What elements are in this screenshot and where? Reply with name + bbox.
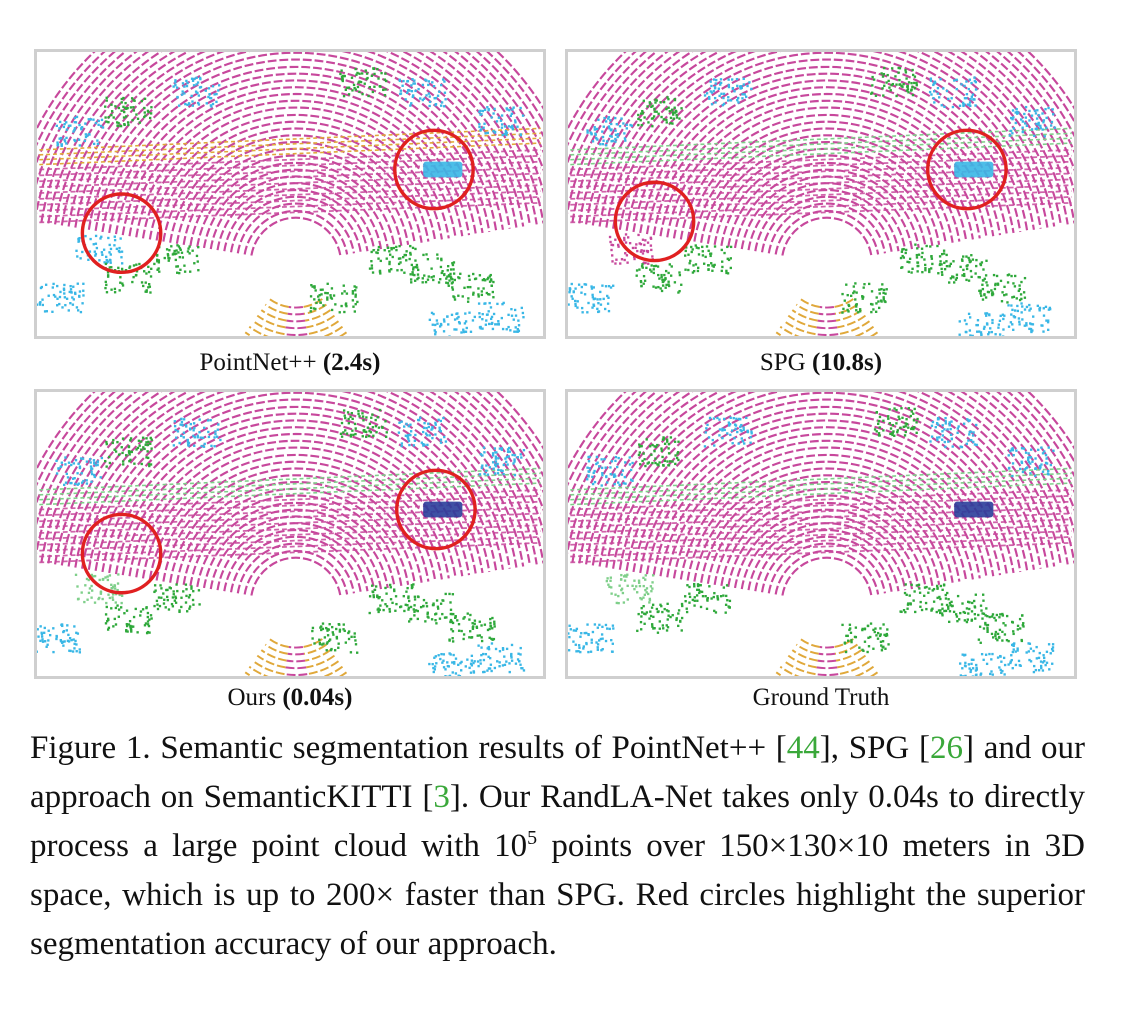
citation-semantickitti[interactable]: [3]	[422, 779, 461, 815]
figure-caption: Figure 1. Semantic segmentation results …	[30, 724, 1085, 969]
caption-text-3: and our approach on SemanticKITTI	[30, 730, 1086, 815]
caption-ground-truth: Ground Truth	[565, 683, 1077, 713]
caption-text-2: , SPG	[830, 730, 910, 766]
caption-pointnet-time: (2.4s)	[322, 349, 381, 376]
citation-pointnet-number[interactable]: 44	[786, 730, 820, 766]
citation-semantickitti-number[interactable]: 3	[433, 779, 450, 815]
pointcloud-spg	[568, 52, 1074, 336]
caption-spg-name: SPG	[759, 349, 806, 376]
caption-pointnet: PointNet++ (2.4s)	[34, 348, 546, 378]
superscript-exponent: 5	[527, 827, 538, 849]
caption-spg: SPG (10.8s)	[565, 348, 1077, 378]
caption-ours: Ours (0.04s)	[34, 683, 546, 713]
pointcloud-ground-truth	[568, 392, 1074, 676]
panel-pointnet	[34, 49, 546, 339]
citation-spg-number[interactable]: 26	[929, 730, 963, 766]
citation-pointnet[interactable]: [44]	[775, 730, 831, 766]
pointcloud-pointnet	[37, 52, 543, 336]
caption-ours-time: (0.04s)	[282, 684, 353, 711]
caption-ground-truth-name: Ground Truth	[752, 684, 890, 711]
panel-ground-truth	[565, 389, 1077, 679]
citation-spg[interactable]: [26]	[918, 730, 974, 766]
pointcloud-ours	[37, 392, 543, 676]
caption-text-4: . Our RandLA-Net takes only 0.04s to dir…	[30, 779, 1085, 864]
caption-text-1: Semantic segmentation results of PointNe…	[160, 730, 767, 766]
caption-spg-time: (10.8s)	[811, 349, 883, 376]
panel-spg	[565, 49, 1077, 339]
panel-ours	[34, 389, 546, 679]
caption-pointnet-name: PointNet++	[199, 349, 317, 376]
figure-label: Figure 1.	[30, 730, 151, 766]
caption-text-5: points over 150×130×10 meters in 3D spac…	[30, 828, 1086, 962]
caption-ours-name: Ours	[227, 684, 277, 711]
